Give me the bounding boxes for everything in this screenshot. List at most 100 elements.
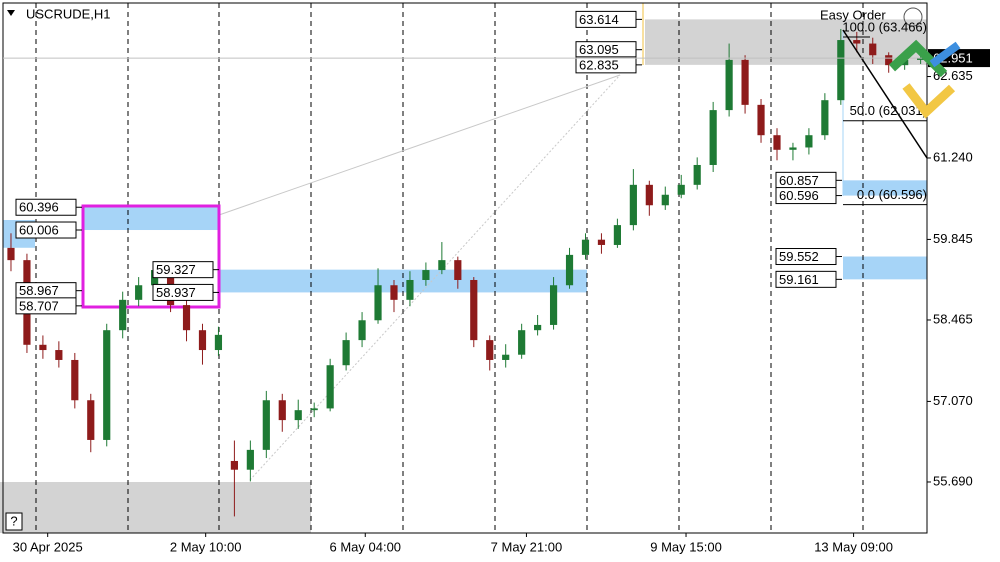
candle-body: [198, 330, 207, 351]
candle-body: [677, 184, 685, 195]
fibo-label: 100.0 (63.466): [842, 19, 927, 34]
time-grid: [35, 3, 864, 533]
candle-body: [358, 320, 366, 341]
candle-body: [55, 350, 63, 360]
price-label: 59.552: [779, 249, 819, 264]
trend-line: [218, 74, 621, 216]
chart-title: USCRUDE,H1: [26, 6, 111, 21]
candle-body: [693, 164, 701, 185]
candle-body: [230, 460, 238, 470]
candle-body: [502, 354, 510, 360]
candle-body: [901, 59, 909, 66]
candle-body: [773, 135, 781, 150]
plot-frame: [2, 2, 928, 534]
candle-body: [885, 55, 893, 66]
candle-body: [7, 247, 15, 261]
candle-body: [390, 285, 398, 300]
candle-body: [39, 344, 47, 351]
price-label: 59.161: [779, 272, 819, 287]
candle-body: [87, 400, 95, 440]
x-tick-label: 6 May 04:00: [329, 539, 401, 554]
price-label: 63.614: [579, 12, 619, 27]
price-label: 58.937: [156, 285, 196, 300]
y-tick-label: 55.690: [933, 473, 973, 488]
x-tick-label: 13 May 09:00: [814, 539, 893, 554]
candle-body: [613, 225, 621, 245]
candle-body: [406, 279, 414, 300]
candle-body: [294, 410, 302, 421]
x-tick-label: 7 May 21:00: [491, 539, 563, 554]
candle-body: [821, 100, 829, 136]
menu-arrow[interactable]: [7, 10, 15, 16]
annotation: Easy Order: [820, 7, 886, 22]
candle-body: [565, 254, 574, 286]
candle-body: [837, 40, 845, 101]
zone: [83, 207, 219, 231]
candle-body: [262, 400, 270, 450]
candle-body: [789, 147, 797, 150]
order-button[interactable]: [903, 7, 923, 27]
price-label: 58.707: [19, 298, 59, 313]
price-label: 59.327: [156, 262, 196, 277]
trend-line: [249, 74, 621, 481]
x-tick-label: 2 May 10:00: [170, 539, 242, 554]
help-button[interactable]: [5, 512, 23, 531]
candle-body: [454, 260, 462, 280]
candle-body: [549, 285, 558, 325]
highlight-box: [81, 204, 221, 309]
candle-body: [629, 184, 637, 226]
candle-body: [342, 340, 350, 366]
y-tick-label: 61.240: [933, 149, 973, 164]
candle-body: [182, 305, 191, 331]
price-label: 60.006: [19, 222, 59, 237]
candle-body: [597, 239, 606, 245]
candle-body: [310, 408, 318, 411]
zone: [843, 180, 927, 196]
candle-body: [534, 324, 542, 331]
candle-body: [661, 194, 669, 206]
candle-body: [645, 184, 653, 206]
price-label: 58.967: [19, 283, 59, 298]
help-text: ?: [10, 513, 17, 528]
price-label: 63.095: [579, 42, 619, 57]
candle-body: [709, 110, 717, 165]
candle-body: [119, 299, 127, 331]
candle-body: [438, 260, 446, 271]
price-label: 60.596: [779, 188, 819, 203]
candle-body: [214, 334, 223, 351]
candle-body: [917, 58, 925, 60]
y-tick-label: 59.845: [933, 231, 973, 246]
zone: [645, 19, 927, 65]
logo-yellow: [902, 83, 956, 119]
fibo-label: 0.0 (60.596): [857, 187, 927, 202]
candle-body: [869, 43, 877, 56]
session-box: [0, 482, 311, 533]
y-tick-label: 57.070: [933, 393, 973, 408]
candle-body: [326, 365, 334, 409]
candle-body: [374, 285, 382, 321]
candle-body: [103, 330, 111, 440]
candle-body: [470, 279, 478, 341]
x-tick-label: 9 May 15:00: [650, 539, 722, 554]
y-tick-label: 58.465: [933, 311, 973, 326]
candle-body: [741, 59, 749, 105]
candle-body: [581, 239, 590, 255]
candle-body: [853, 40, 861, 44]
plot: [7, 28, 925, 517]
price-label: 62.835: [579, 57, 619, 72]
candle-body: [725, 59, 733, 111]
candle-body: [805, 135, 813, 148]
candle-body: [246, 449, 254, 470]
price-label: 60.396: [19, 200, 59, 215]
logo-blue: [929, 41, 961, 68]
candle-body: [518, 330, 526, 355]
price-label: 60.857: [779, 173, 819, 188]
trend-line: [842, 29, 928, 159]
x-tick-label: 30 Apr 2025: [13, 539, 83, 554]
candle-body: [278, 400, 286, 421]
zone: [843, 256, 927, 280]
fibo-label: 50.0 (62.031): [850, 103, 927, 118]
candle-body: [71, 359, 79, 401]
